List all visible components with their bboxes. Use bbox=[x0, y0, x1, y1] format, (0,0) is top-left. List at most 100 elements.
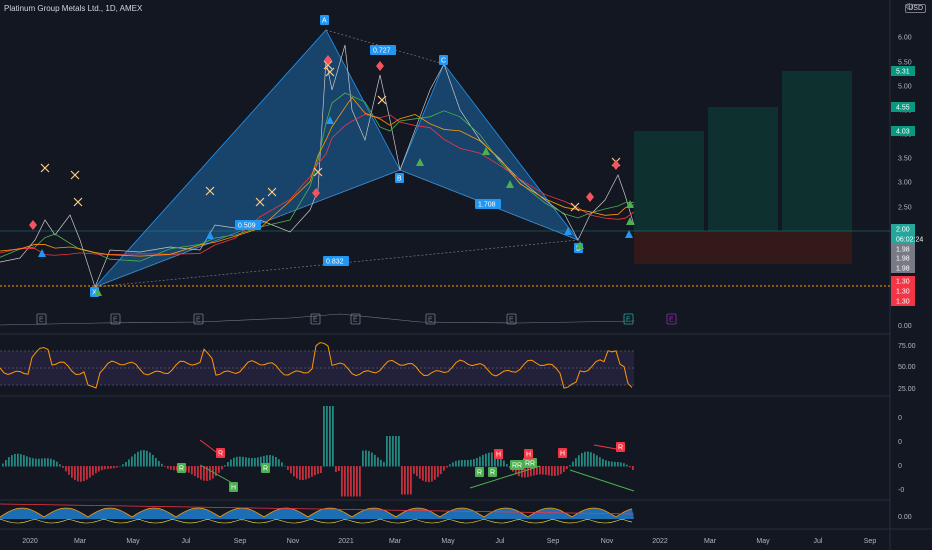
gear-icon[interactable]: ⚙ bbox=[905, 2, 914, 13]
time-tick: Nov bbox=[287, 538, 300, 545]
macd-bar bbox=[269, 455, 271, 467]
macd-bar bbox=[38, 458, 40, 467]
earnings-marker[interactable] bbox=[623, 313, 634, 325]
ma-long bbox=[0, 114, 635, 256]
time-tick: Sep bbox=[234, 538, 247, 545]
earnings-marker[interactable] bbox=[506, 313, 517, 325]
macd-bar bbox=[134, 453, 136, 467]
time-tick: Sep bbox=[547, 538, 560, 545]
macd-bar bbox=[524, 466, 526, 478]
divergence-badge bbox=[523, 458, 537, 468]
harmonic-point-label: C bbox=[441, 58, 446, 65]
target-zones[interactable] bbox=[0, 71, 890, 264]
earnings-label: E bbox=[313, 317, 318, 324]
macd-bar bbox=[230, 459, 232, 467]
time-tick: Jul bbox=[182, 538, 191, 545]
macd-bar bbox=[461, 460, 463, 467]
macd-bar bbox=[395, 436, 397, 467]
harmonic-ratio-label: 0.832 bbox=[326, 259, 344, 266]
macd-bar bbox=[398, 436, 400, 467]
time-axis[interactable]: 2020 Mar May Jul Sep Nov 2021 Mar May Jul Sep Nov 20… bbox=[22, 538, 876, 545]
earnings-marker[interactable] bbox=[310, 313, 321, 325]
macd-bar bbox=[77, 466, 79, 482]
macd-bar bbox=[566, 466, 568, 470]
chart-title: Platinum Group Metals Ltd., 1D, AMEX bbox=[4, 4, 143, 13]
macd-bar bbox=[74, 466, 76, 481]
macd-bar bbox=[554, 466, 556, 476]
macd-bar bbox=[44, 458, 46, 467]
macd-bar bbox=[572, 461, 574, 467]
macd-bar bbox=[284, 465, 286, 467]
macd-bar bbox=[233, 457, 235, 467]
divergence-line bbox=[199, 439, 221, 456]
triangle-marker bbox=[416, 158, 424, 166]
divergence-label: R bbox=[477, 470, 482, 477]
divergence-line bbox=[469, 465, 541, 489]
earnings-marker[interactable] bbox=[350, 313, 361, 325]
macd-bar bbox=[506, 464, 508, 467]
divergence-label: H bbox=[496, 452, 501, 459]
cross-marker bbox=[313, 167, 323, 177]
macd-bar bbox=[203, 466, 205, 481]
time-tick: 2021 bbox=[338, 538, 354, 545]
macd-bar bbox=[95, 466, 97, 474]
macd-bar bbox=[584, 451, 586, 467]
cross-marker bbox=[40, 163, 50, 173]
macd-bar bbox=[167, 466, 169, 469]
triangle-marker bbox=[326, 116, 334, 124]
currency-badge[interactable]: USD bbox=[905, 4, 926, 13]
macd-bar bbox=[20, 454, 22, 467]
macd-bar bbox=[473, 459, 475, 467]
earnings-marker[interactable] bbox=[110, 313, 121, 325]
macd-bar bbox=[311, 466, 313, 477]
diamond-marker bbox=[612, 160, 620, 170]
macd-bar bbox=[80, 466, 82, 482]
macd-bar bbox=[614, 461, 616, 467]
macd-histogram bbox=[2, 406, 634, 497]
macd-bar bbox=[290, 466, 292, 474]
macd-bar bbox=[413, 466, 415, 474]
macd-bar bbox=[404, 466, 406, 495]
price-badge bbox=[891, 253, 915, 263]
triangle-marker bbox=[576, 241, 584, 249]
cross-marker bbox=[325, 67, 335, 77]
macd-bar bbox=[410, 466, 412, 495]
divergence-line bbox=[199, 464, 237, 486]
cross-marker bbox=[570, 202, 580, 212]
divergence-badge bbox=[558, 448, 567, 458]
macd-bar bbox=[587, 451, 589, 467]
macd-bar bbox=[386, 436, 388, 467]
time-tick: Jul bbox=[814, 538, 823, 545]
macd-bar bbox=[377, 457, 379, 467]
macd-bar bbox=[605, 460, 607, 467]
earnings-marker[interactable] bbox=[666, 313, 677, 325]
earnings-label: E bbox=[669, 317, 674, 324]
time-tick: 2022 bbox=[652, 538, 668, 545]
macd-bar bbox=[389, 436, 391, 467]
harmonic-pattern[interactable] bbox=[94, 29, 580, 288]
triangle-marker bbox=[626, 217, 634, 225]
macd-bar bbox=[335, 466, 337, 473]
macd-bar bbox=[176, 466, 178, 471]
macd-bar bbox=[551, 466, 553, 476]
earnings-marker[interactable] bbox=[193, 313, 204, 325]
harmonic-ratio-badge bbox=[323, 256, 349, 266]
macd-bar bbox=[431, 466, 433, 482]
macd-bar bbox=[446, 466, 448, 468]
macd-bar bbox=[194, 466, 196, 477]
macd-bar bbox=[557, 466, 559, 476]
macd-axis-label: -0 bbox=[898, 487, 904, 494]
harmonic-point-label: A bbox=[322, 18, 327, 25]
earnings-marker[interactable] bbox=[425, 313, 436, 325]
macd-bar bbox=[155, 457, 157, 467]
rsi-axis-label: 75.00 bbox=[898, 343, 916, 350]
cross-marker bbox=[267, 187, 277, 197]
macd-bar bbox=[110, 466, 112, 469]
time-tick: Mar bbox=[704, 538, 717, 545]
macd-bar bbox=[353, 466, 355, 497]
osc-line bbox=[0, 507, 633, 518]
diamond-marker bbox=[586, 192, 594, 202]
macd-bar bbox=[218, 466, 220, 473]
divergence-badge bbox=[524, 449, 533, 459]
